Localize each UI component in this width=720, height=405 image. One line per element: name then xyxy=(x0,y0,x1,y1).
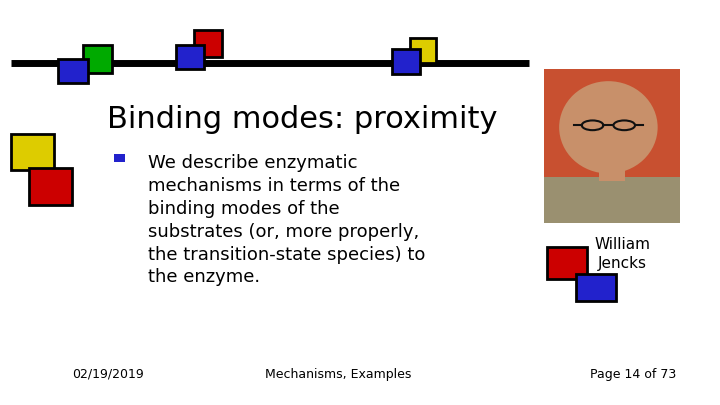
Bar xyxy=(11,134,54,170)
Bar xyxy=(83,45,112,73)
Bar xyxy=(599,157,625,181)
Bar xyxy=(29,168,72,205)
Bar xyxy=(176,45,204,69)
Bar xyxy=(114,154,125,162)
Text: Mechanisms, Examples: Mechanisms, Examples xyxy=(265,368,412,381)
Text: William
Jencks: William Jencks xyxy=(595,237,651,271)
Text: Page 14 of 73: Page 14 of 73 xyxy=(590,368,677,381)
Ellipse shape xyxy=(559,81,657,173)
Bar xyxy=(544,177,680,223)
Ellipse shape xyxy=(570,123,580,132)
Bar xyxy=(194,30,222,57)
Text: 02/19/2019: 02/19/2019 xyxy=(72,368,144,381)
Bar xyxy=(392,49,420,74)
Bar xyxy=(544,69,680,223)
Text: We describe enzymatic
mechanisms in terms of the
binding modes of the
substrates: We describe enzymatic mechanisms in term… xyxy=(148,154,425,286)
Bar xyxy=(547,247,587,279)
Bar xyxy=(58,59,88,83)
Text: Binding modes: proximity: Binding modes: proximity xyxy=(107,105,498,134)
Ellipse shape xyxy=(637,123,647,132)
Bar xyxy=(410,38,436,63)
Bar xyxy=(576,274,616,301)
